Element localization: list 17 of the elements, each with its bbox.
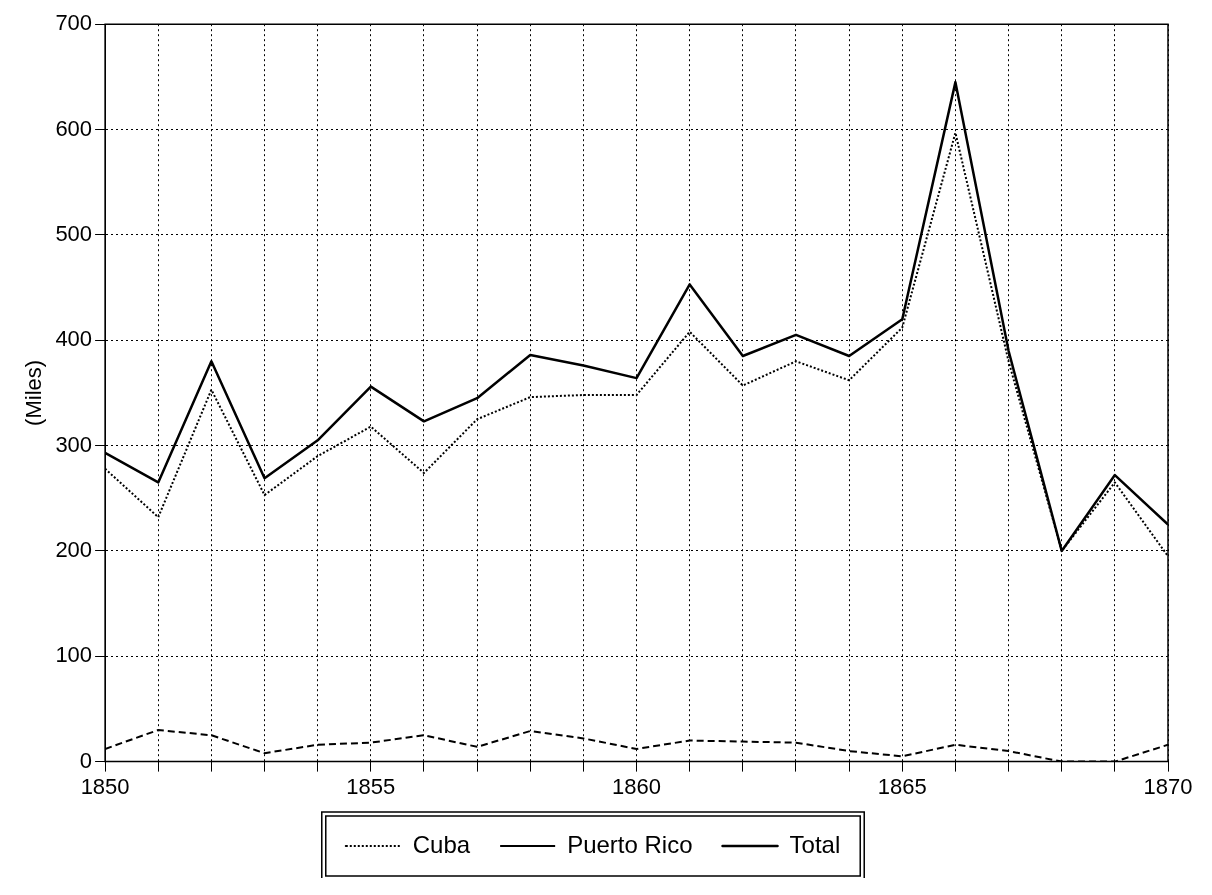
x-tick-label: 1865 bbox=[877, 773, 927, 799]
y-tick-label: 0 bbox=[79, 747, 93, 773]
x-tick-label: 1860 bbox=[612, 773, 662, 799]
y-tick-label: 100 bbox=[55, 642, 93, 668]
y-axis-title: (Miles) bbox=[21, 359, 47, 426]
y-tick-label: 300 bbox=[55, 431, 93, 457]
x-tick-label: 1850 bbox=[80, 773, 130, 799]
y-tick-label: 500 bbox=[55, 220, 93, 246]
y-tick-label: 200 bbox=[55, 536, 93, 562]
y-tick-label: 700 bbox=[55, 10, 93, 36]
legend-label: Puerto Rico bbox=[567, 830, 693, 858]
y-tick-label: 600 bbox=[55, 115, 93, 141]
legend-label: Total bbox=[789, 830, 841, 858]
x-tick-label: 1870 bbox=[1143, 773, 1193, 799]
y-tick-label: 400 bbox=[55, 326, 93, 352]
x-tick-label: 1855 bbox=[346, 773, 396, 799]
legend-label: Cuba bbox=[412, 830, 471, 858]
